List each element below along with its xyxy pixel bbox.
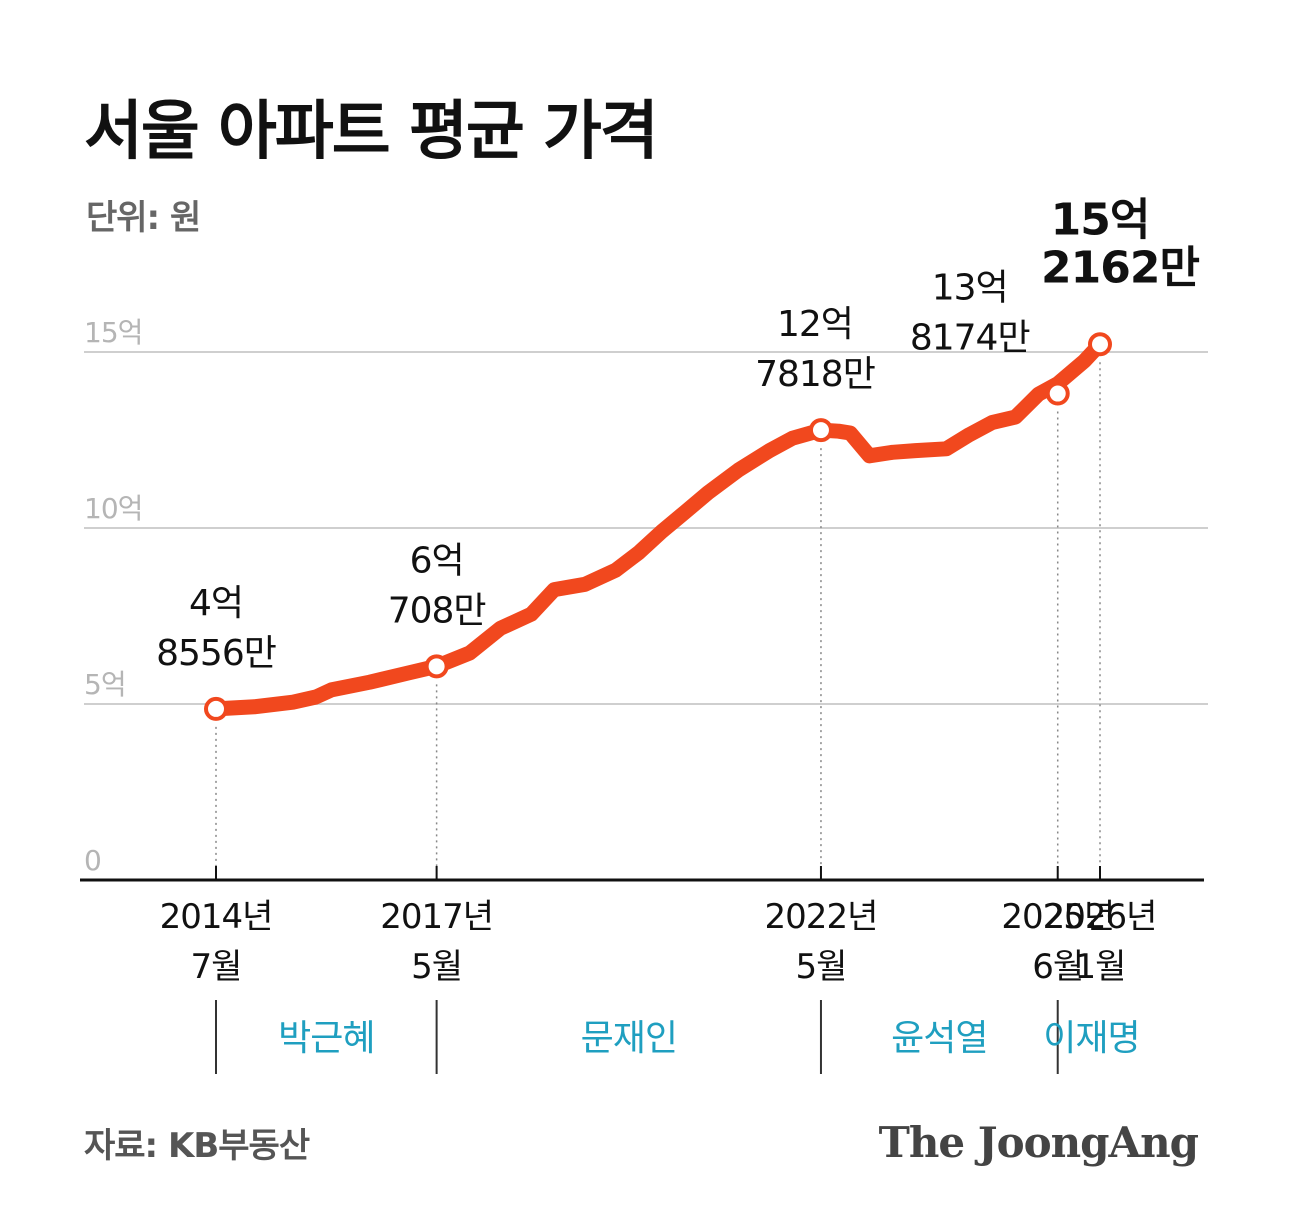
era-label: 윤석열 [891, 1018, 987, 1059]
y-tick-label: 5억 [84, 668, 126, 701]
date-label-month: 1월 [1075, 947, 1126, 987]
value-label-man: 8556만 [156, 633, 276, 674]
highlight-point [204, 696, 228, 721]
date-label-year: 2017년 [380, 897, 493, 937]
date-label-month: 6월 [1032, 947, 1083, 987]
highlight-point [808, 418, 833, 443]
chart-title: 서울 아파트 평균 가격 [84, 95, 659, 169]
gridlines: 0 5억 10억 15억 [84, 316, 1208, 877]
price-series-line [208, 336, 1108, 717]
highlight-point [1088, 332, 1112, 357]
value-label-eok: 12억 [777, 304, 853, 345]
highlight-point [424, 654, 449, 679]
date-label-month: 7월 [191, 947, 242, 987]
publisher-logo: The JoongAng [878, 1118, 1199, 1167]
y-tick-label: 10억 [84, 492, 142, 525]
y-tick-label: 15억 [84, 316, 142, 349]
highlight-point [1045, 381, 1070, 406]
date-label-year: 2026년 [1044, 897, 1157, 937]
value-label-eok: 4억 [189, 583, 243, 624]
value-label-eok: 6억 [410, 540, 464, 581]
date-label-year: 2022년 [765, 897, 878, 937]
date-label-month: 5월 [796, 947, 847, 987]
value-label-man: 7818만 [755, 354, 875, 395]
era-label: 이재명 [1043, 1018, 1139, 1059]
value-label-man: 2162만 [1041, 242, 1199, 293]
series-line [208, 336, 1108, 717]
unit-label: 단위: 원 [86, 198, 201, 238]
highlight-markers [204, 332, 1112, 721]
value-label-eok: 15억 [1051, 194, 1150, 245]
source-note: 자료: KB부동산 [84, 1126, 310, 1166]
guide-lines [215, 362, 1101, 866]
date-label-year: 2025년 [1001, 897, 1114, 937]
value-label-eok: 13억 [932, 268, 1008, 309]
date-label-year: 2014년 [160, 897, 273, 937]
presidential-eras: 박근혜 문재인 윤석열 이재명 [215, 1000, 1141, 1074]
date-label-month: 5월 [411, 947, 462, 987]
era-label: 박근혜 [278, 1018, 374, 1059]
x-axis: 2014년 7월 2017년 5월 2022년 5월 2025년 6월 2026년 1월 [80, 866, 1204, 987]
era-label: 문재인 [581, 1018, 677, 1059]
value-label-man: 8174만 [910, 318, 1030, 359]
value-label-man: 708만 [388, 590, 486, 631]
y-tick-label: 0 [84, 844, 101, 877]
